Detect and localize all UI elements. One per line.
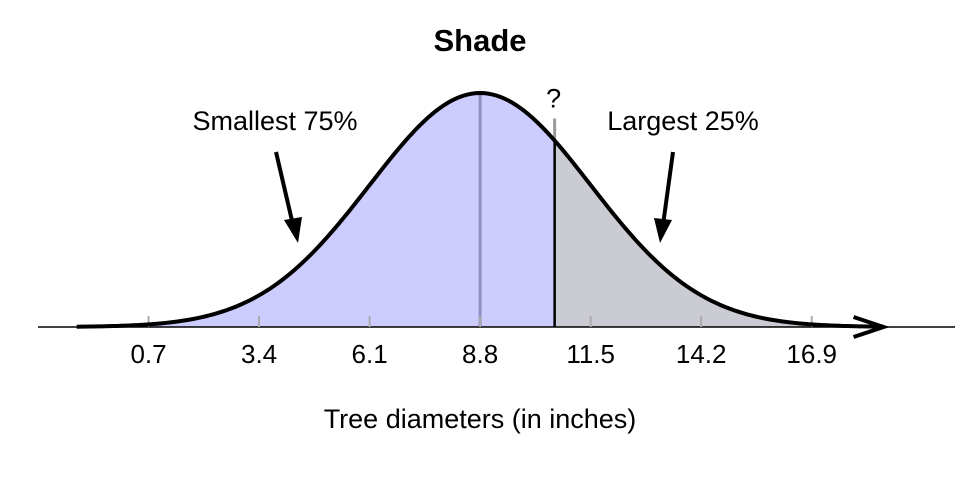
x-tick-label: 11.5 — [566, 339, 615, 369]
x-tick-label: 14.2 — [676, 339, 727, 369]
x-tick-label: 6.1 — [352, 339, 388, 369]
cutoff-question: ? — [546, 84, 561, 114]
density-curve — [76, 90, 884, 329]
right-arrow-shaft — [661, 151, 675, 226]
right-arrow-head — [654, 218, 672, 243]
left-region — [76, 93, 555, 327]
right-annotation: Largest 25% — [607, 106, 759, 136]
left-arrow-head — [284, 217, 302, 243]
x-axis-label: Tree diameters (in inches) — [324, 404, 637, 434]
axis-arrow — [852, 315, 890, 339]
chart-title: Shade — [433, 23, 526, 58]
x-tick-label: 16.9 — [786, 339, 837, 369]
annotation-arrows — [274, 151, 675, 243]
x-tick-label: 0.7 — [130, 339, 166, 369]
left-arrow-shaft — [274, 151, 295, 226]
x-tick-label: 8.8 — [462, 339, 498, 369]
left-annotation: Smallest 75% — [192, 106, 357, 136]
x-tick-label: 3.4 — [241, 339, 277, 369]
right-region — [554, 140, 884, 327]
